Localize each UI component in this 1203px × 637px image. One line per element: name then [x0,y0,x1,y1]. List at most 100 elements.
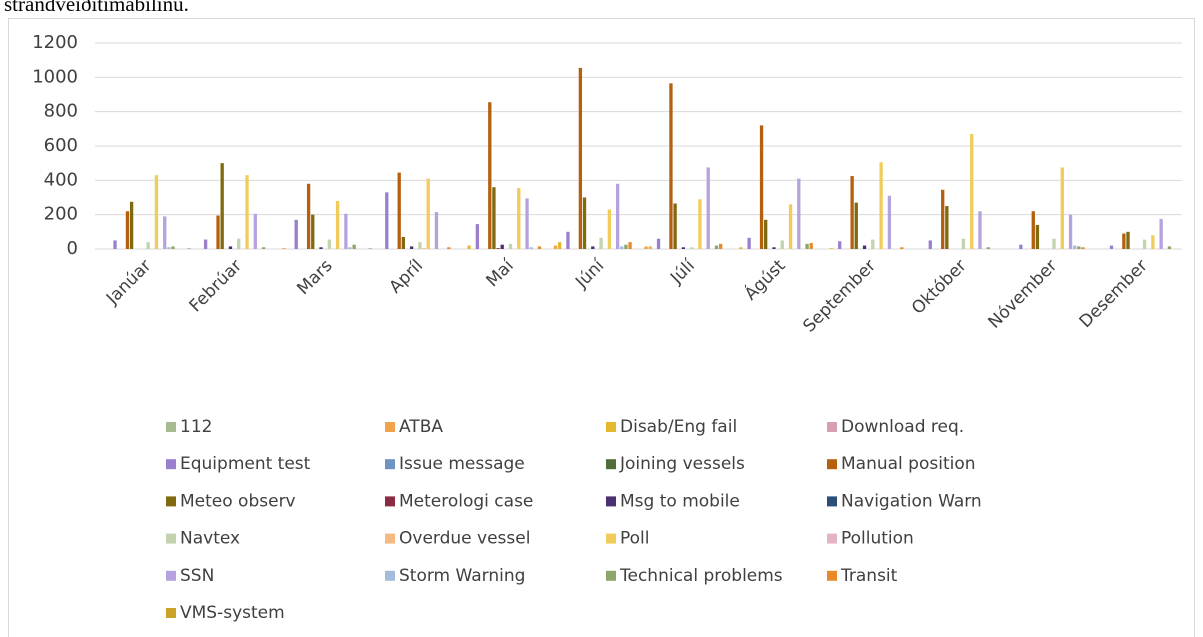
bar [681,247,686,249]
bar [397,172,401,249]
bar [203,239,208,249]
bar [146,242,150,249]
heading: strandveiðitímabilinu. [4,0,189,16]
legend-swatch [827,496,837,507]
bar [422,248,426,249]
bar [838,241,842,249]
bar [1126,231,1130,249]
bar [348,247,352,249]
bar [306,183,311,249]
bar [1035,224,1040,249]
legend-swatch [385,570,395,581]
x-tick-label: Janúar [102,256,155,309]
bar [525,198,529,249]
bar [1081,247,1085,249]
bar [879,162,883,249]
legend-swatch [385,459,395,470]
bar [747,237,751,249]
bar [327,239,331,249]
bar [673,203,677,249]
bar [628,242,632,249]
legend-swatch [166,570,176,581]
bar [644,246,648,249]
bar [517,188,521,249]
x-tick-label: Mars [293,256,336,299]
bar [553,245,558,249]
bar [294,219,298,249]
y-tick-label: 0 [67,238,78,259]
legend-label: VMS-system [180,603,285,623]
legend-swatch [827,422,837,432]
legend-label: Navigation Warn [841,491,982,511]
bar [216,215,220,249]
legend-swatch [827,570,837,581]
bar [772,247,776,249]
bar [508,243,513,249]
bar [615,183,620,249]
x-tick-label: September [799,256,880,337]
bar [788,204,793,249]
bar [167,247,171,249]
bar [780,240,784,249]
legend-swatch [606,459,616,470]
bar [1159,218,1163,249]
y-tick-label: 600 [44,135,78,156]
bar [245,175,249,249]
bar [578,67,583,250]
bar [829,248,834,249]
legend-label: SSN [180,566,214,586]
bar [1068,214,1073,249]
bar [434,212,439,249]
legend-label: Joining vessels [619,454,745,474]
bar [409,246,414,249]
legend-label: Transit [840,566,898,586]
bar [228,246,233,249]
bar [426,178,430,249]
bar [1052,238,1056,249]
bar [253,213,257,249]
chart-border [8,18,1195,637]
bar [319,247,323,249]
bar [669,83,673,249]
legend-label: Issue message [399,454,525,474]
bar [759,125,764,249]
bar [809,242,813,249]
bar [475,224,480,249]
bar [871,239,875,249]
legend-label: Disab/Eng fail [620,417,737,437]
bar [385,192,389,249]
bar [656,238,661,249]
bar [558,242,562,249]
bar [125,211,130,249]
legend-label: Download req. [841,417,964,437]
bar [1151,235,1155,249]
bar [1077,246,1081,249]
legend-swatch [606,496,616,507]
y-tick-label: 400 [44,169,78,190]
bar [739,247,743,249]
legend-label: Msg to mobile [620,491,740,511]
bar [335,200,340,249]
bar [945,206,949,249]
bar [706,167,710,249]
bar [401,236,406,249]
legend-swatch [166,422,176,432]
bar [171,246,175,249]
x-tick-label: Júní [571,255,609,293]
bar [714,245,719,249]
bar [887,195,892,249]
x-tick-label: Október [908,256,971,319]
legend-swatch [606,422,616,432]
bar [718,243,723,249]
bar [537,246,542,249]
bar [154,175,159,249]
bar [488,102,492,249]
bar [599,237,603,249]
legend-swatch [166,496,176,507]
y-tick-label: 200 [44,204,78,225]
legend-swatch [385,496,395,507]
bar [187,248,191,249]
bar [492,187,496,249]
bar [496,248,500,249]
